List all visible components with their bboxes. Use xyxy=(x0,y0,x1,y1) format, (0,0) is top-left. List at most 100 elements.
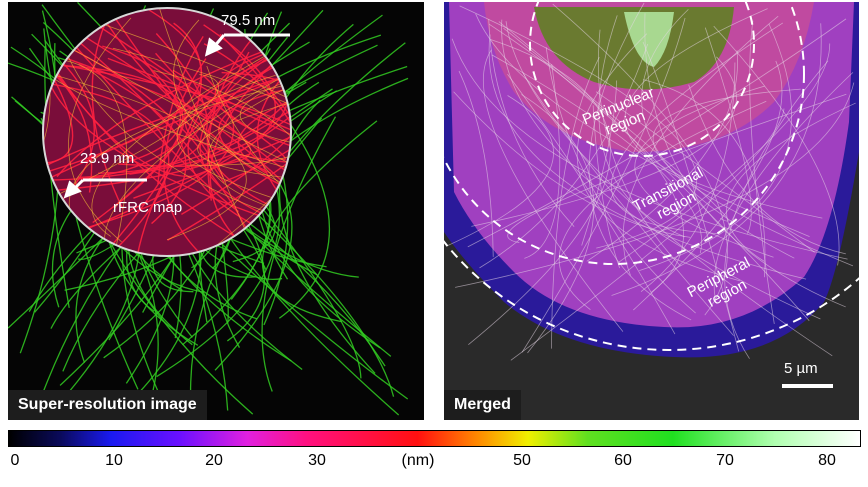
filament xyxy=(107,57,291,169)
filament xyxy=(184,47,291,171)
filament xyxy=(43,19,51,194)
filament xyxy=(617,43,831,264)
super-resolution-panel: 79.5 nm 23.9 nm rFRC map Super-resolutio… xyxy=(8,2,424,420)
filament xyxy=(510,108,785,361)
filament xyxy=(576,33,741,282)
filament xyxy=(451,38,848,260)
filament xyxy=(68,17,132,243)
perinuclear-circle xyxy=(529,2,755,157)
filament xyxy=(43,10,291,251)
filament xyxy=(43,77,170,256)
colorbar-tick: 60 xyxy=(614,452,632,469)
filament xyxy=(713,25,840,266)
filament xyxy=(507,74,676,335)
filament xyxy=(749,20,775,324)
filament xyxy=(581,80,618,246)
filament xyxy=(43,42,291,172)
filament xyxy=(214,15,291,162)
filament xyxy=(551,56,600,349)
filament xyxy=(643,79,766,278)
colorbar-tick: 20 xyxy=(205,452,223,469)
filament xyxy=(521,17,686,353)
filament xyxy=(278,99,376,374)
filament xyxy=(57,25,239,213)
super-resolution-label: Super-resolution image xyxy=(8,390,207,420)
filament xyxy=(586,50,738,262)
filament xyxy=(256,8,291,256)
filament xyxy=(552,3,728,316)
filament xyxy=(219,33,291,231)
colorbar-tick: 50 xyxy=(513,452,531,469)
filament xyxy=(545,47,696,314)
colorbar-tick: 80 xyxy=(818,452,836,469)
rfrc-map-label: rFRC map xyxy=(113,199,183,216)
filament xyxy=(136,27,291,255)
filament xyxy=(65,24,291,235)
filament xyxy=(482,49,624,332)
filament xyxy=(63,64,184,224)
merged-image xyxy=(444,2,859,388)
filament xyxy=(491,54,702,254)
filament xyxy=(163,58,208,256)
filament xyxy=(558,100,767,310)
filament xyxy=(597,29,681,267)
merged-label: Merged xyxy=(444,390,521,420)
filament xyxy=(704,27,752,234)
filament xyxy=(713,72,854,301)
filament xyxy=(159,8,251,243)
annotation-79-5: 79.5 nm xyxy=(221,12,276,29)
filament xyxy=(49,69,93,193)
filament xyxy=(488,19,575,227)
filament xyxy=(43,49,291,171)
colorbar-tick: 10 xyxy=(105,452,123,469)
filament xyxy=(43,9,203,176)
filament xyxy=(501,19,821,320)
filament xyxy=(521,94,595,354)
filament xyxy=(206,65,291,251)
filament xyxy=(43,73,290,195)
filament xyxy=(49,62,291,203)
scale-bar-label: 5 µm xyxy=(784,360,818,377)
transitional-circle xyxy=(444,2,805,265)
filament xyxy=(726,102,856,262)
colorbar-tick: 30 xyxy=(308,452,326,469)
filament xyxy=(622,15,779,276)
colorbar-unit: (nm) xyxy=(401,452,435,469)
filament xyxy=(261,120,378,323)
filament xyxy=(153,70,291,235)
filament xyxy=(112,47,291,219)
filament xyxy=(479,43,649,269)
colorbar-tick: 0 xyxy=(10,452,20,469)
filament xyxy=(105,20,267,174)
filament xyxy=(522,71,734,336)
filament xyxy=(181,71,291,215)
filament xyxy=(209,45,291,252)
filament xyxy=(624,8,823,219)
colorbar xyxy=(8,430,861,447)
filament xyxy=(173,19,291,222)
filament xyxy=(507,93,847,243)
filament xyxy=(91,14,124,210)
filament xyxy=(592,105,621,269)
filament xyxy=(688,84,846,255)
filament xyxy=(296,12,347,201)
merged-panel: Perinuclear region Transitional region P… xyxy=(444,2,859,420)
microtubule-image xyxy=(8,2,409,419)
filament xyxy=(641,9,795,259)
filament xyxy=(208,37,291,237)
filament xyxy=(644,13,846,308)
filament xyxy=(197,76,291,182)
colorbar-tick: 70 xyxy=(716,452,734,469)
filament xyxy=(652,88,854,267)
filament xyxy=(43,15,74,164)
filament xyxy=(467,18,847,248)
filament xyxy=(639,23,792,271)
filament xyxy=(186,40,291,166)
filament xyxy=(68,46,291,207)
filament xyxy=(155,52,291,234)
peripheral-circle xyxy=(444,240,859,351)
filament xyxy=(505,21,833,357)
rfrc-inset-circle xyxy=(42,7,292,257)
filament xyxy=(524,64,561,259)
filament xyxy=(640,62,736,293)
